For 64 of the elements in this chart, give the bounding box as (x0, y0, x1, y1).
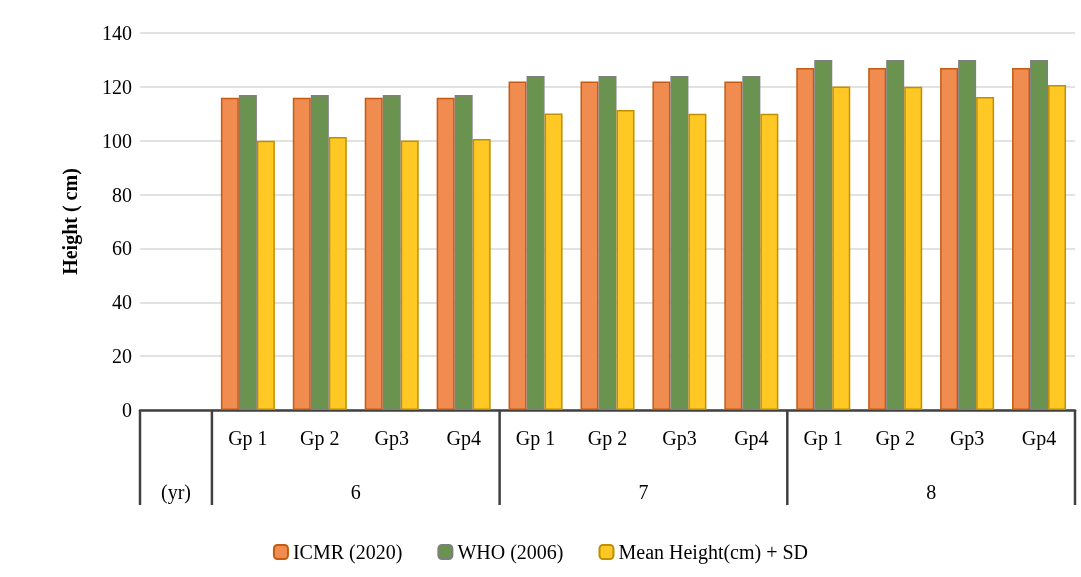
bar (508, 81, 527, 410)
bar (580, 81, 599, 410)
bar (904, 86, 923, 410)
text: 6 (350, 481, 361, 503)
y-tick-label: 100 (102, 129, 132, 152)
text: 7 (638, 481, 649, 503)
x-tick-label: Gp 2 (875, 427, 915, 450)
y-tick-label: 20 (112, 345, 132, 368)
y-axis-title: Height ( cm) (59, 168, 82, 275)
bar (292, 97, 311, 410)
bar (328, 136, 347, 410)
y-tick-label: 140 (102, 22, 132, 44)
bar (760, 113, 779, 410)
text: (yr) (160, 481, 191, 504)
bar (454, 94, 473, 410)
bar (1048, 84, 1067, 410)
bar (958, 59, 977, 410)
bar (670, 76, 689, 410)
y-tick-label: 80 (112, 183, 132, 206)
legend-label: Mean Height(cm) + SD (618, 541, 809, 564)
bar (886, 59, 905, 410)
bar (742, 76, 761, 410)
bar (724, 81, 743, 410)
bar (814, 59, 833, 410)
x-tick-label: Gp3 (949, 427, 985, 450)
legend-label: WHO (2006) (457, 541, 564, 564)
x-tick-label: Gp4 (734, 427, 769, 450)
y-tick-label: 40 (112, 291, 132, 314)
text: 8 (926, 481, 937, 503)
bar (688, 113, 707, 410)
bar (472, 139, 491, 410)
bar (652, 81, 671, 410)
y-tick-label: 0 (122, 399, 132, 421)
y-tick-label: 60 (112, 237, 132, 260)
x-tick-label: Gp3 (662, 427, 697, 450)
bar (400, 140, 419, 410)
bar (256, 140, 275, 410)
bar (616, 110, 635, 410)
bar (436, 97, 455, 410)
x-tick-label: Gp 1 (803, 427, 843, 450)
bar (526, 76, 545, 410)
x-tick-label: Gp3 (374, 427, 409, 450)
legend-label: ICMR (2020) (292, 541, 403, 564)
bar (238, 94, 257, 410)
bar (1012, 68, 1031, 410)
bar (796, 68, 815, 410)
bar (868, 68, 887, 410)
x-tick-label: Gp 2 (587, 427, 628, 450)
y-tick-label: 120 (102, 75, 132, 98)
bar (832, 86, 851, 410)
bar (544, 113, 563, 410)
bar (364, 97, 383, 410)
bar (310, 94, 329, 410)
bar (598, 76, 617, 410)
x-tick-label: Gp 1 (228, 427, 268, 450)
bar (940, 68, 959, 410)
x-tick-label: Gp4 (1021, 427, 1057, 450)
bar (220, 97, 239, 410)
bar (382, 94, 401, 410)
x-tick-label: Gp 1 (515, 427, 556, 450)
bar (1030, 59, 1049, 410)
x-tick-label: Gp 2 (300, 427, 340, 450)
bar (976, 97, 995, 410)
x-tick-label: Gp4 (446, 427, 481, 450)
